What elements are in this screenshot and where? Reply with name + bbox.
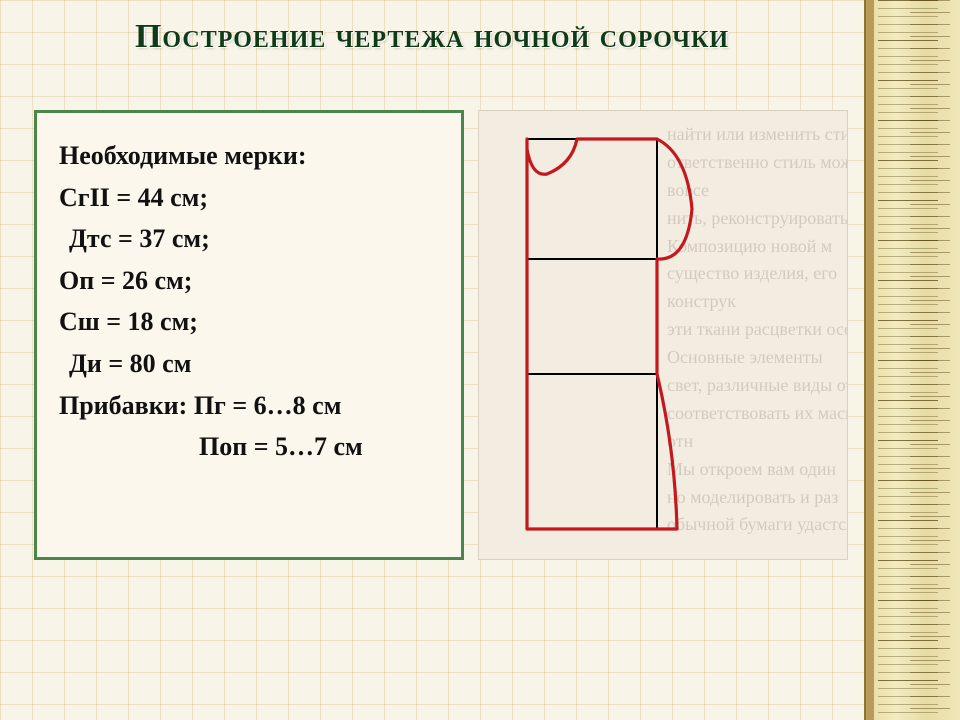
measure-line: Ди = 80 см xyxy=(59,343,441,385)
measure-line: Сш = 18 см; xyxy=(59,301,441,343)
pattern-outline xyxy=(527,139,692,529)
construction-lines xyxy=(527,139,657,529)
measurements-box: Необходимые мерки: СгII = 44 см; Дтс = 3… xyxy=(34,110,464,560)
page-title: Построение чертежа ночной сорочки xyxy=(0,18,864,56)
pattern-figure-panel: найти или изменить стиль ответственно ст… xyxy=(478,110,848,560)
allowance-line: Прибавки: Пг = 6…8 см xyxy=(59,385,441,427)
allowance-line: Поп = 5…7 см xyxy=(59,426,441,468)
measure-line: СгII = 44 см; xyxy=(59,177,441,219)
measure-line: Дтс = 37 см; xyxy=(59,218,441,260)
measurements-heading: Необходимые мерки: xyxy=(59,135,441,177)
ruler-strip xyxy=(864,0,960,720)
pattern-svg xyxy=(507,119,727,549)
measure-line: Оп = 26 см; xyxy=(59,260,441,302)
